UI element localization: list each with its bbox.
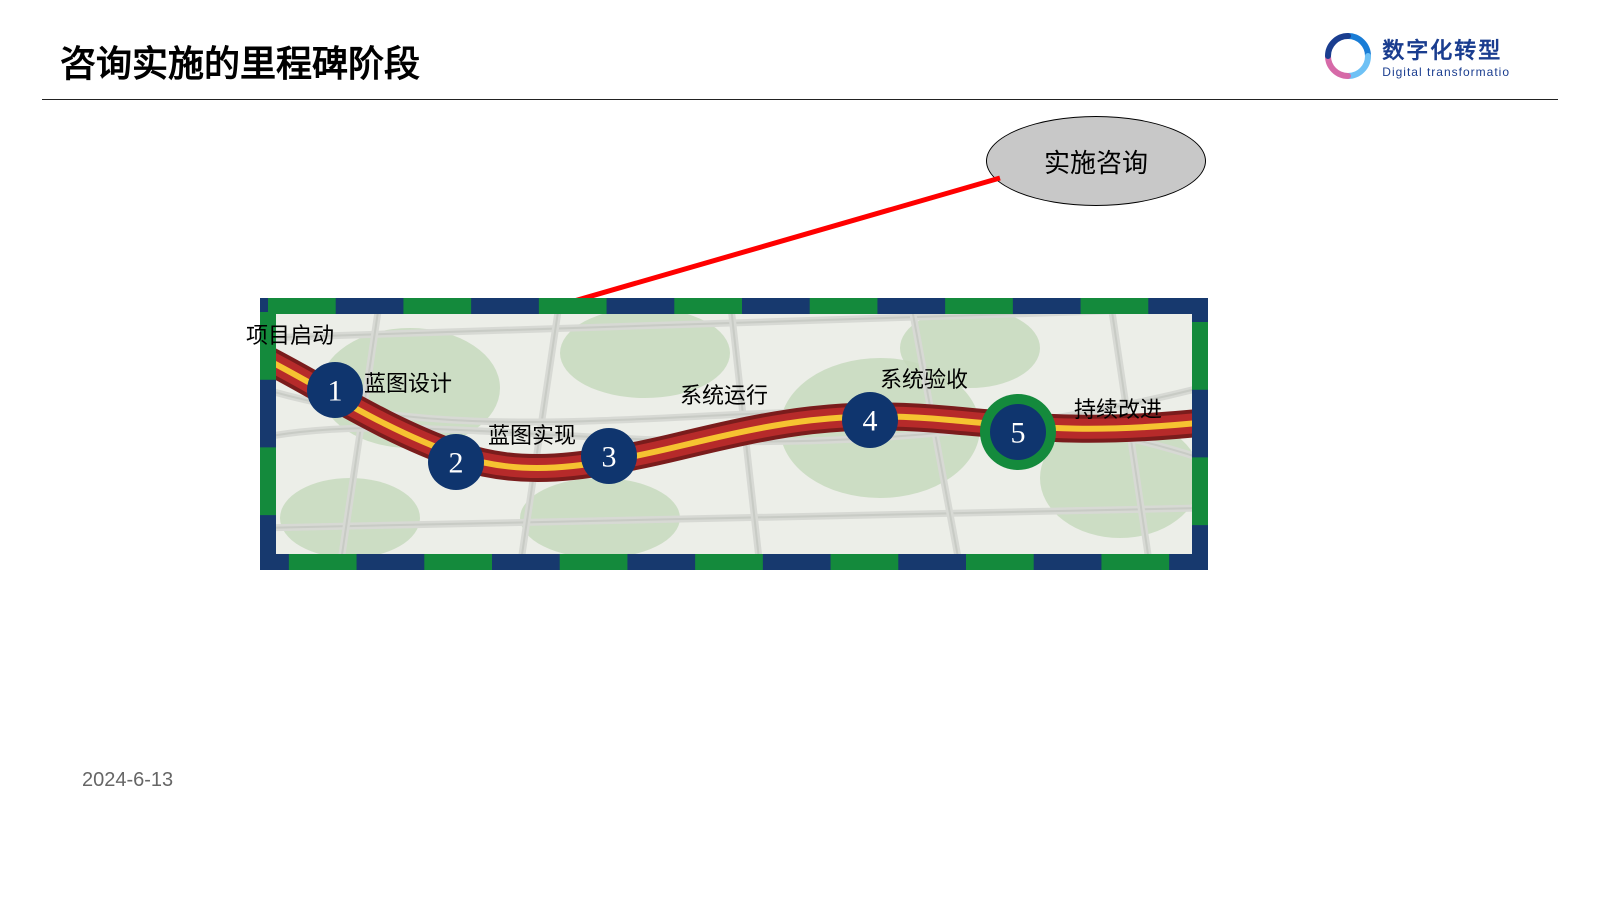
logo-line2: Digital transformatio [1382, 65, 1510, 79]
milestone-label-1: 项目启动 [246, 318, 334, 350]
page-title: 咨询实施的里程碑阶段 [60, 35, 1540, 87]
callout-bubble: 实施咨询 [986, 116, 1206, 206]
svg-text:5: 5 [1011, 417, 1026, 450]
svg-text:4: 4 [863, 405, 878, 438]
footer-date: 2024-6-13 [82, 769, 173, 792]
logo: 数字化转型 Digital transformatio [1324, 32, 1510, 80]
slide-header: 咨询实施的里程碑阶段 数字化转型 Digital transformatio [0, 0, 1600, 99]
milestone-label-2: 蓝图设计 [364, 366, 452, 398]
milestone-diagram: 1 2 3 4 5 [260, 298, 1208, 575]
milestone-label-6: 持续改进 [1074, 392, 1162, 424]
milestone-label-3: 蓝图实现 [488, 418, 576, 450]
callout-label: 实施咨询 [1044, 143, 1148, 180]
svg-text:1: 1 [328, 375, 343, 408]
svg-text:3: 3 [602, 441, 617, 474]
logo-text: 数字化转型 Digital transformatio [1382, 33, 1510, 79]
header-divider [42, 99, 1558, 100]
logo-line1: 数字化转型 [1382, 33, 1510, 65]
svg-text:2: 2 [449, 447, 464, 480]
logo-icon [1324, 32, 1372, 80]
milestone-label-4: 系统运行 [680, 378, 768, 410]
map-svg: 1 2 3 4 5 [260, 298, 1208, 570]
milestone-label-5: 系统验收 [880, 362, 968, 394]
